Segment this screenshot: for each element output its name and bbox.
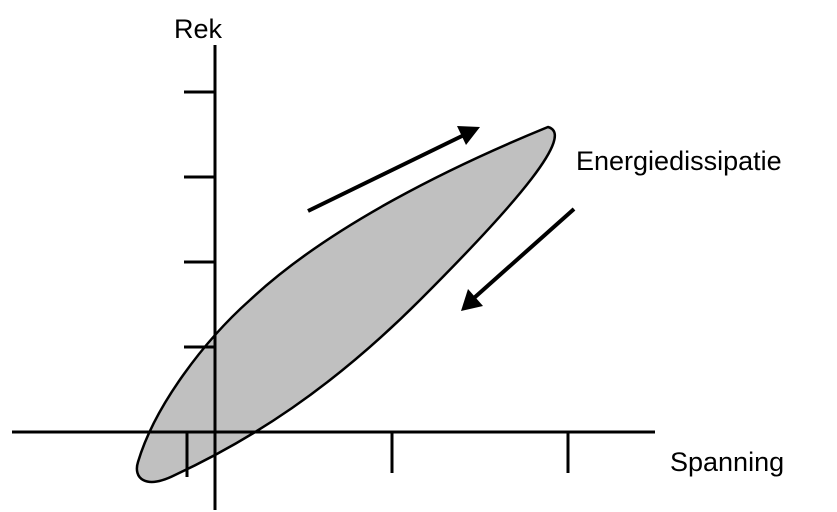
loading-arrow-icon [307,126,480,213]
loop-label: Energiedissipatie [576,146,782,176]
x-axis-label: Spanning [670,447,784,477]
hysteresis-loop [135,125,557,484]
y-axis-label: Rek [174,14,223,44]
unloading-arrow-icon [461,207,576,311]
